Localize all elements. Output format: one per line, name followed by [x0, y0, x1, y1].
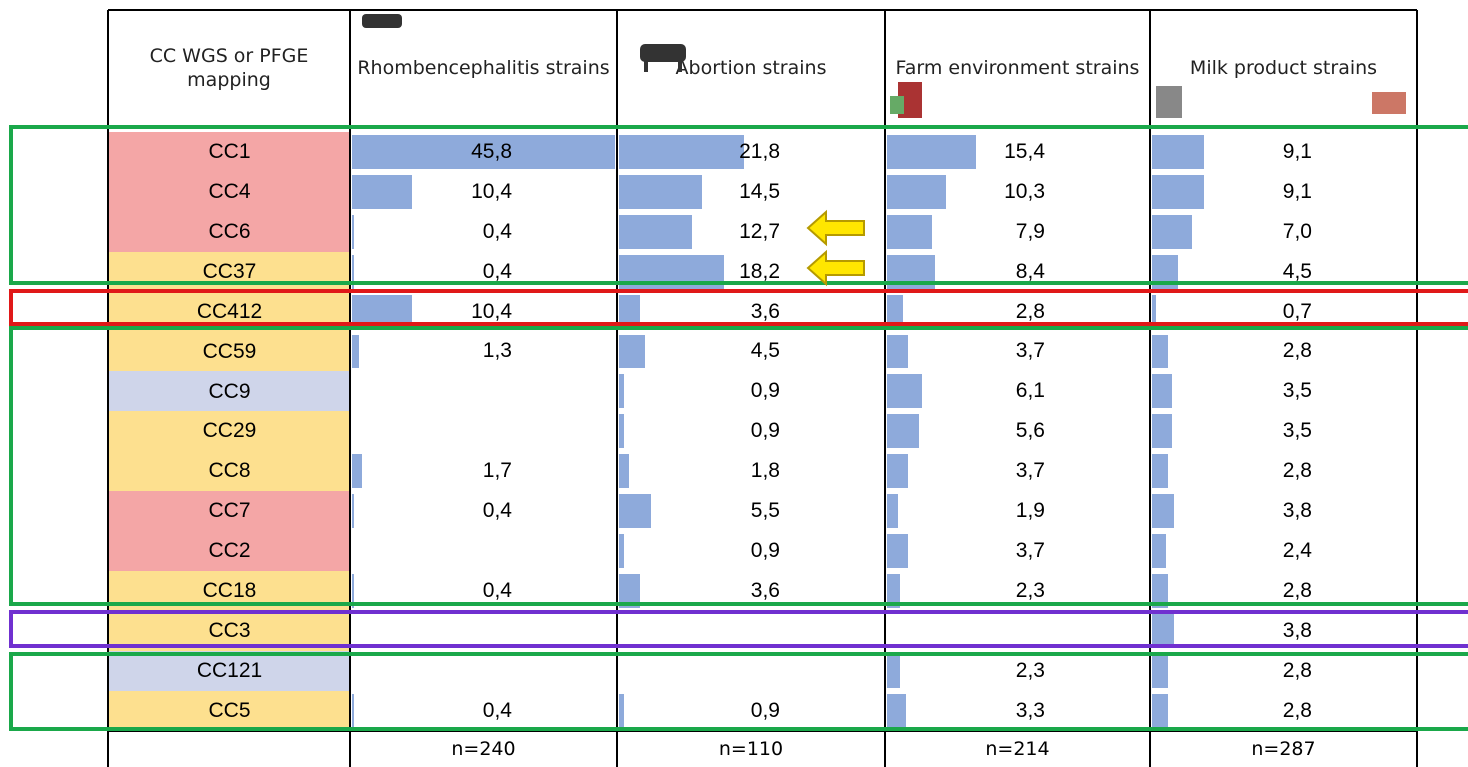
overlay	[0, 0, 1468, 767]
factory-icon	[1156, 86, 1182, 118]
arrow	[808, 212, 864, 244]
store-icon	[1372, 92, 1406, 114]
cow-icon	[362, 14, 402, 28]
cow-leg	[678, 60, 682, 72]
group-box	[11, 127, 1468, 283]
arrow	[808, 252, 864, 284]
field-icon	[890, 96, 904, 114]
page: CC WGS or PFGE mappingRhombencephalitis …	[0, 0, 1468, 767]
group-boxes	[11, 127, 1468, 729]
header-icons	[362, 14, 1406, 118]
cow-leg	[644, 60, 648, 72]
cow-icon	[640, 44, 686, 62]
group-box	[11, 291, 1468, 324]
group-box	[11, 612, 1468, 646]
arrows	[808, 212, 864, 284]
group-box	[11, 654, 1468, 729]
group-box	[11, 328, 1468, 604]
